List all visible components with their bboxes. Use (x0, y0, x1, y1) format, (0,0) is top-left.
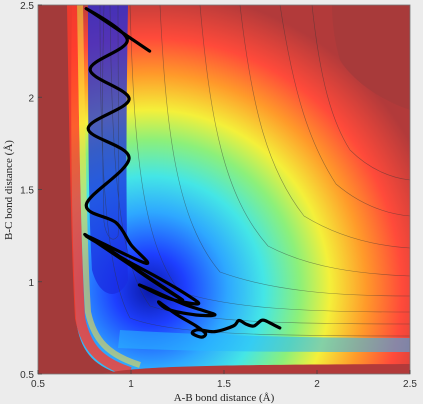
x-axis-ticks: 0.5 1 1.5 2 2.5 (31, 370, 417, 390)
y-tick-label: 1.5 (20, 186, 34, 197)
y-tick-label: 1 (28, 278, 34, 289)
x-tick-label: 0.5 (31, 379, 45, 390)
product-valley (118, 330, 410, 352)
trajectory-line (83, 7, 282, 339)
contour-line (239, 5, 410, 249)
energy-surface (38, 5, 410, 374)
repulsive-wall-bottom (100, 364, 410, 374)
wall-edge-left (67, 5, 132, 374)
y-tick-label: 2.5 (20, 1, 34, 12)
x-tick-label: 1 (128, 379, 134, 390)
x-axis-label: A-B bond distance (Å) (174, 392, 275, 404)
contour-line (311, 5, 410, 181)
contour-line (159, 5, 410, 297)
trajectory-layer (83, 7, 282, 339)
contour-line (102, 5, 120, 240)
x-tick-label: 1.5 (217, 379, 231, 390)
x-tick-label: 2.5 (403, 379, 417, 390)
y-axis-label: B-C bond distance (Å) (3, 140, 15, 240)
y-axis-ticks: 0.5 1 1.5 2 2.5 (20, 1, 42, 381)
contour-line (99, 5, 410, 337)
x-tick-label: 2 (314, 379, 320, 390)
wall-glow-left (77, 5, 141, 368)
contour-line (279, 5, 410, 217)
contour-line (199, 5, 410, 277)
y-tick-label: 0.5 (20, 370, 34, 381)
high-energy-plateau (332, 5, 410, 110)
y-tick-label: 2 (28, 93, 34, 104)
contour-lines (99, 5, 410, 337)
contour-line (109, 5, 410, 325)
repulsive-wall-left (38, 5, 120, 374)
